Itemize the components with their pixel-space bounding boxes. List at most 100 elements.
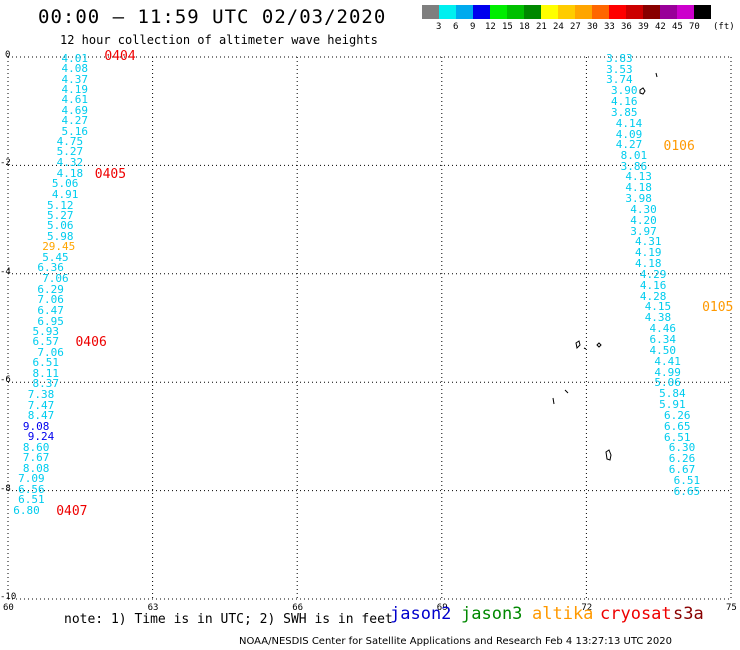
- wave-height-value: 9.24: [27, 430, 55, 444]
- wave-height-value: 6.51: [673, 473, 701, 487]
- pass-time-label: 0106: [663, 138, 695, 154]
- colorbar-swatch: [507, 5, 524, 19]
- colorbar-tick-label: 15: [502, 22, 513, 32]
- y-tick-label: -8: [0, 483, 11, 494]
- wave-height-value: 5.98: [47, 230, 74, 244]
- colorbar-tick-label: 9: [470, 22, 476, 32]
- wave-height-value: 8.08: [22, 462, 50, 475]
- island-outline: [639, 87, 646, 95]
- wave-height-value: 4.08: [61, 62, 88, 75]
- wave-height-value: 4.32: [56, 156, 84, 170]
- colorbar-tick-label: 21: [536, 22, 547, 32]
- wave-height-value: 4.19: [61, 83, 88, 97]
- colorbar-swatch: [456, 5, 473, 19]
- colorbar-tick-label: 6: [453, 22, 459, 32]
- colorbar-swatch: [524, 5, 541, 19]
- wave-height-value: 5.06: [654, 376, 681, 390]
- colorbar-tick-label: 27: [570, 22, 581, 32]
- wave-height-value: 8.37: [32, 377, 60, 391]
- wave-height-value: 7.67: [22, 451, 50, 465]
- pass-time-label: 0405: [94, 166, 127, 182]
- wave-height-value: 6.26: [668, 452, 696, 466]
- wave-height-value: 3.53: [606, 62, 633, 76]
- wave-height-value: 4.29: [639, 267, 667, 281]
- footer-note: note: 1) Time is in UTC; 2) SWH is in fe…: [64, 612, 393, 627]
- wave-height-value: 4.18: [635, 257, 662, 271]
- wave-height-value: 4.27: [615, 138, 643, 152]
- wave-height-value: 6.95: [37, 314, 64, 328]
- wave-height-value: 5.84: [659, 387, 686, 401]
- wave-height-value: 7.09: [18, 472, 45, 486]
- wave-height-value: 4.27: [61, 114, 88, 128]
- wave-height-value: 4.16: [639, 278, 667, 292]
- island-outline: [605, 449, 612, 461]
- y-tick-label: -6: [0, 375, 11, 386]
- wave-height-value: 6.36: [37, 261, 64, 275]
- x-tick-label: 69: [436, 603, 448, 613]
- wave-height-value: 6.29: [37, 282, 64, 296]
- wave-height-value: 6.47: [37, 303, 64, 317]
- wave-height-value: 4.46: [649, 322, 677, 336]
- wave-height-value: 4.18: [625, 181, 652, 195]
- wave-height-value: 5.27: [47, 208, 74, 222]
- colorbar-tick-label: 42: [655, 22, 666, 32]
- wave-height-value: 6.65: [663, 419, 691, 433]
- wave-height-value: 5.27: [56, 145, 84, 159]
- wave-height-value: 7.06: [37, 346, 64, 360]
- wave-height-value: 5.12: [47, 198, 74, 212]
- colorbar-swatch: [422, 5, 439, 19]
- wave-height-value: 4.50: [649, 343, 677, 357]
- wave-height-value: 3.97: [630, 224, 657, 238]
- wave-height-value: 6.30: [668, 441, 696, 455]
- wave-height-value: 8.11: [32, 367, 60, 381]
- wave-height-value: 6.67: [668, 463, 696, 477]
- pass-time-label: 0406: [75, 335, 107, 351]
- colorbar-tick-label: 12: [485, 22, 496, 32]
- satellite-legend-jason3: jason3: [461, 604, 523, 624]
- x-tick-label: 72: [581, 603, 593, 613]
- wave-height-value: 3.83: [606, 51, 633, 65]
- wave-height-value: 3.90: [610, 84, 638, 98]
- wave-height-value: 4.99: [654, 365, 681, 379]
- colorbar-tick-label: 24: [553, 22, 564, 32]
- colorbar-swatch: [626, 5, 643, 19]
- wave-height-value: 3.74: [606, 73, 633, 87]
- wave-height-value: 4.14: [615, 116, 643, 130]
- colorbar-tick-label: 3: [436, 22, 442, 32]
- colorbar-swatch: [694, 5, 711, 19]
- colorbar-swatch: [575, 5, 592, 19]
- colorbar-swatch: [643, 5, 660, 19]
- wave-height-value: 7.06: [42, 272, 69, 286]
- satellite-legend-jason2: jason2: [390, 604, 452, 624]
- wave-height-value: 5.91: [659, 398, 686, 412]
- wave-height-value: 4.09: [615, 127, 643, 141]
- y-tick-label: -4: [0, 266, 11, 277]
- colorbar-tick-label: 70: [689, 22, 700, 32]
- y-tick-label: -10: [0, 592, 17, 602]
- x-tick-label: 66: [292, 603, 304, 613]
- wave-height-value: 7.38: [27, 388, 55, 402]
- wave-height-value: 6.34: [649, 333, 677, 346]
- wave-height-value: 4.31: [635, 235, 662, 249]
- wave-height-value: 6.51: [663, 430, 691, 444]
- wave-height-value: 4.75: [56, 135, 84, 149]
- colorbar-tick-label: 45: [672, 22, 683, 32]
- wave-height-value: 6.51: [32, 356, 60, 370]
- colorbar-tick-label: 36: [621, 22, 632, 32]
- wave-height-value: 4.19: [635, 246, 662, 260]
- colorbar-swatch: [473, 5, 490, 19]
- wave-height-value: 4.18: [56, 166, 84, 180]
- satellite-legend-altika: altika: [532, 604, 594, 624]
- colorbar-swatch: [490, 5, 507, 19]
- y-tick-label: -2: [0, 158, 11, 169]
- wave-height-value: 6.65: [673, 484, 701, 498]
- x-tick-label: 60: [3, 603, 14, 613]
- pass-time-label: 0407: [56, 503, 88, 519]
- colorbar-unit: (ft): [713, 22, 735, 32]
- colorbar-swatch: [609, 5, 626, 19]
- colorbar-swatch: [558, 5, 575, 19]
- wave-height-value: 4.41: [654, 354, 681, 368]
- colorbar-tick-label: 30: [587, 22, 598, 32]
- wave-height-value: 7.47: [27, 398, 55, 412]
